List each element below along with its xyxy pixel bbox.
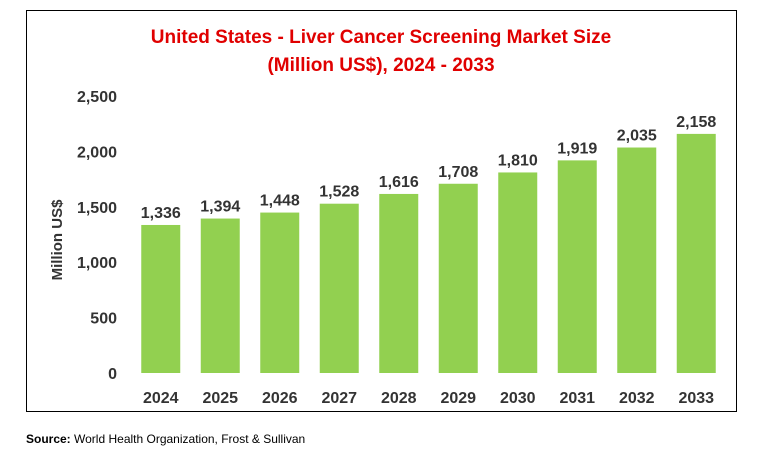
bar-2029 <box>438 183 478 373</box>
data-label-2029: 1,708 <box>438 164 478 181</box>
bar-2031 <box>557 160 597 373</box>
bar-2024 <box>141 224 181 373</box>
data-label-2025: 1,394 <box>200 199 240 216</box>
data-labels: 1,336 1,394 1,448 1,528 1,616 1,708 1,810 1,919… <box>141 114 717 222</box>
x-tick-label-2031: 2031 <box>559 390 595 407</box>
x-tick-label-2027: 2027 <box>321 390 357 407</box>
y-tick-label: 2,000 <box>77 144 117 161</box>
source-text: World Health Organization, Frost & Sulli… <box>70 432 306 446</box>
y-axis-ticks: 0 500 1,000 1,500 2,000 2,500 <box>77 89 117 383</box>
bar-2033 <box>676 133 716 373</box>
y-tick-label: 1,000 <box>77 255 117 272</box>
y-tick-label: 500 <box>90 311 117 328</box>
y-tick-label: 1,500 <box>77 200 117 217</box>
bars <box>141 133 716 373</box>
data-label-2024: 1,336 <box>141 205 181 222</box>
x-tick-label-2033: 2033 <box>678 390 714 407</box>
data-label-2032: 2,035 <box>617 128 657 145</box>
source-note: Source: World Health Organization, Frost… <box>26 432 305 446</box>
x-tick-label-2032: 2032 <box>619 390 655 407</box>
x-tick-label-2026: 2026 <box>262 390 298 407</box>
x-tick-label-2024: 2024 <box>143 390 179 407</box>
bar-2026 <box>260 212 300 373</box>
chart-title-line-1: United States - Liver Cancer Screening M… <box>151 27 611 48</box>
data-label-2028: 1,616 <box>379 174 419 191</box>
chart-title-line-2: (Million US$), 2024 - 2033 <box>267 55 494 76</box>
data-label-2033: 2,158 <box>676 114 716 131</box>
bar-2025 <box>200 218 240 373</box>
y-tick-label: 0 <box>108 366 117 383</box>
data-label-2030: 1,810 <box>498 152 538 169</box>
x-tick-label-2029: 2029 <box>440 390 476 407</box>
bar-2030 <box>498 172 538 373</box>
bar-2027 <box>319 203 359 373</box>
bar-2028 <box>379 193 419 373</box>
source-label: Source: <box>26 432 71 446</box>
data-label-2031: 1,919 <box>557 140 597 157</box>
x-axis-ticks: 2024 2025 2026 2027 2028 2029 2030 2031 2032 2033 <box>143 390 714 407</box>
bar-chart: United States - Liver Cancer Screening M… <box>49 27 717 407</box>
bar-2032 <box>617 147 657 373</box>
y-tick-label: 2,500 <box>77 89 117 106</box>
y-axis-label: Million US$ <box>49 199 66 280</box>
data-label-2026: 1,448 <box>260 193 300 210</box>
x-tick-label-2028: 2028 <box>381 390 417 407</box>
x-tick-label-2025: 2025 <box>202 390 238 407</box>
data-label-2027: 1,528 <box>319 184 359 201</box>
x-tick-label-2030: 2030 <box>500 390 536 407</box>
chart-frame: United States - Liver Cancer Screening M… <box>26 10 737 412</box>
